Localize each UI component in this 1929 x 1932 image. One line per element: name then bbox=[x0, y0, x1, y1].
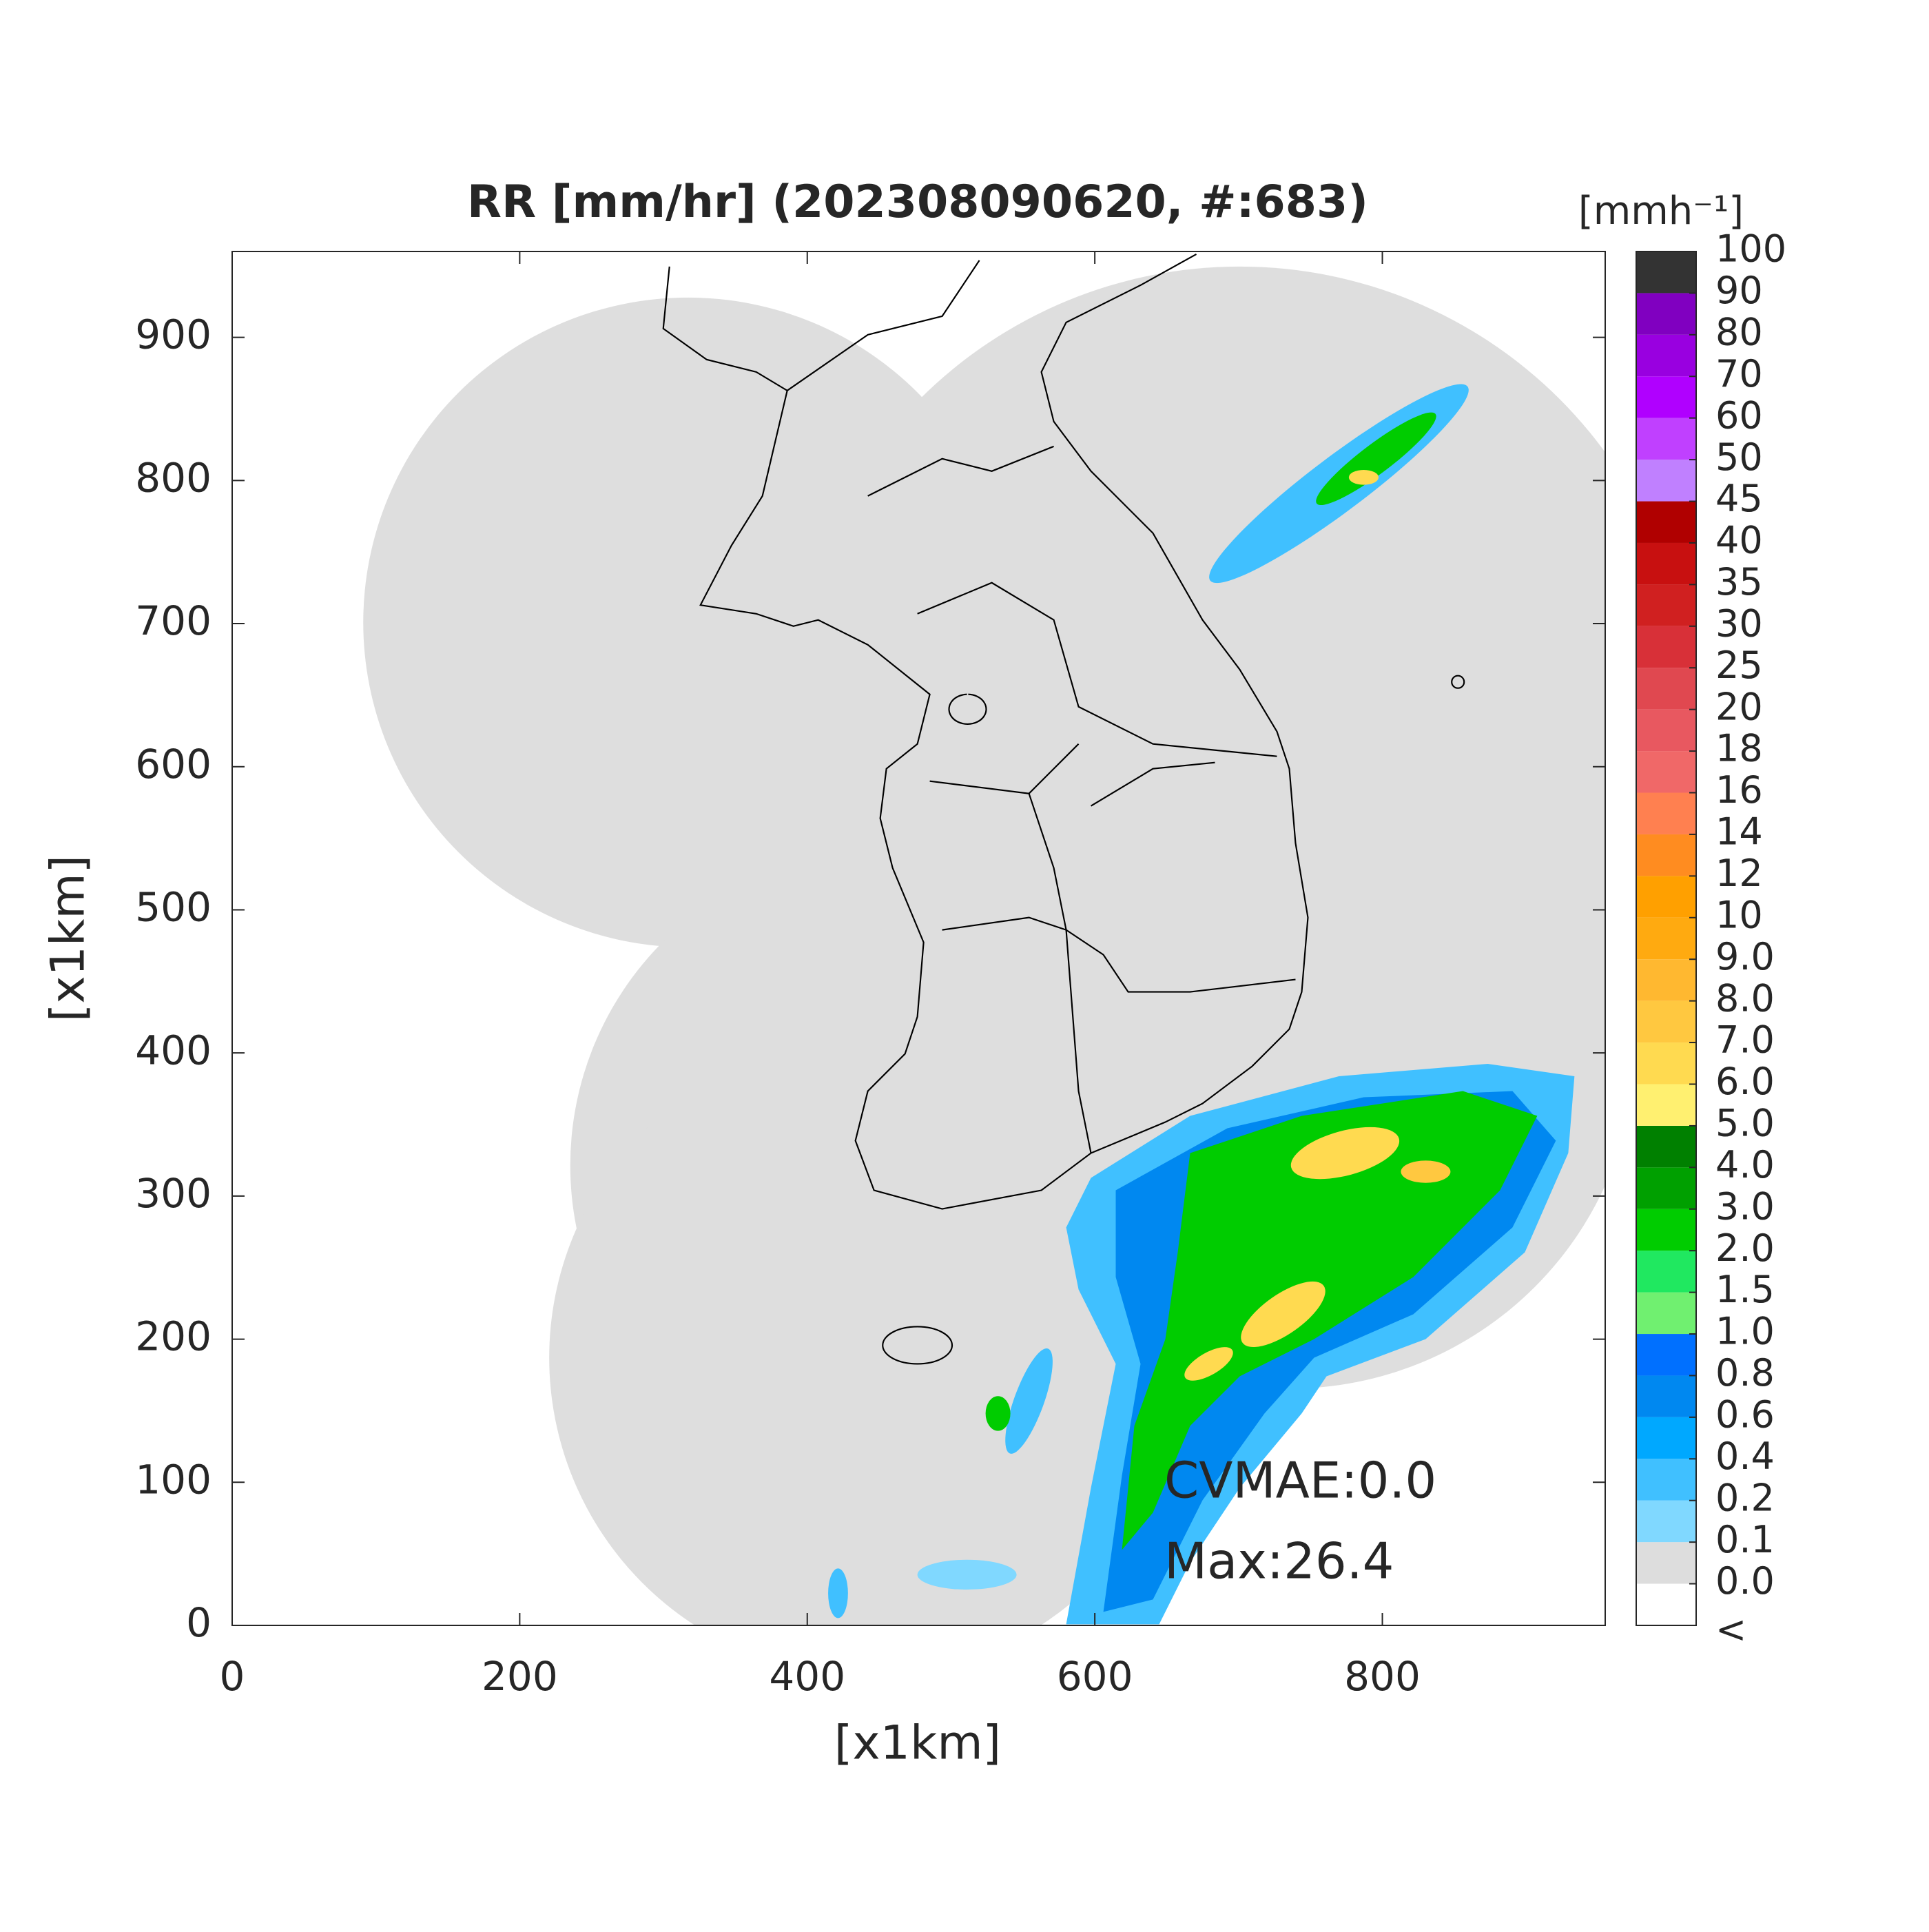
precipitation bbox=[828, 384, 1575, 1625]
colorbar-box bbox=[1636, 751, 1696, 793]
colorbar-tick-label: 40 bbox=[1715, 519, 1763, 562]
x-tick-label: 400 bbox=[769, 1653, 845, 1700]
colorbar-box bbox=[1636, 1125, 1696, 1168]
colorbar-tick-label: 50 bbox=[1715, 435, 1763, 479]
radar-coverage bbox=[363, 267, 1606, 1626]
colorbar-box bbox=[1636, 334, 1696, 377]
colorbar-tick-label: 0.0 bbox=[1715, 1559, 1775, 1603]
colorbar-tick-label: 35 bbox=[1715, 560, 1763, 604]
colorbar-tick-label: 25 bbox=[1715, 644, 1763, 687]
colorbar-box bbox=[1636, 917, 1696, 960]
colorbar-tick-label: 0.1 bbox=[1715, 1518, 1775, 1561]
colorbar-tick-label: 0.6 bbox=[1715, 1393, 1775, 1437]
colorbar-tick-label: 60 bbox=[1715, 393, 1763, 437]
colorbar-tick-label: 30 bbox=[1715, 602, 1763, 645]
colorbar-tick-label: 80 bbox=[1715, 310, 1763, 353]
colorbar-box bbox=[1636, 542, 1696, 585]
colorbar-tick-label: 5.0 bbox=[1715, 1102, 1775, 1145]
colorbar-tick-label: 90 bbox=[1715, 269, 1763, 312]
chart-title: RR [mm/hr] (202308090620, #:683) bbox=[467, 176, 1368, 228]
colorbar-box bbox=[1636, 1459, 1696, 1501]
x-tick-label: 0 bbox=[220, 1653, 245, 1700]
colorbar-tick-label: 0.4 bbox=[1715, 1435, 1775, 1478]
colorbar-box bbox=[1636, 376, 1696, 418]
colorbar-box bbox=[1636, 792, 1696, 834]
y-tick-label: 800 bbox=[135, 454, 212, 501]
y-tick-label: 700 bbox=[135, 597, 212, 644]
colorbar-tick-label: 1.0 bbox=[1715, 1310, 1775, 1353]
colorbar-box bbox=[1636, 1500, 1696, 1543]
colorbar-tick-label: 9.0 bbox=[1715, 935, 1775, 978]
colorbar-box bbox=[1636, 1000, 1696, 1043]
colorbar-tick-label: 12 bbox=[1715, 852, 1763, 895]
colorbar-box bbox=[1636, 1084, 1696, 1126]
colorbar-box bbox=[1636, 293, 1696, 335]
colorbar-box bbox=[1636, 1417, 1696, 1459]
colorbar-box bbox=[1636, 1292, 1696, 1335]
y-tick-label: 0 bbox=[186, 1599, 212, 1646]
colorbar-tick-label: 4.0 bbox=[1715, 1143, 1775, 1186]
colorbar-box bbox=[1636, 1209, 1696, 1251]
annotation: CVMAE:0.0 bbox=[1164, 1452, 1436, 1510]
colorbar-box bbox=[1636, 1251, 1696, 1293]
colorbar-box bbox=[1636, 251, 1696, 294]
colorbar-under bbox=[1636, 1583, 1696, 1625]
colorbar-label: [mmh⁻¹] bbox=[1578, 189, 1744, 234]
colorbar-under-label: < bbox=[1715, 1608, 1746, 1652]
colorbar-tick-label: 2.0 bbox=[1715, 1226, 1775, 1270]
colorbar-tick-label: 16 bbox=[1715, 768, 1763, 812]
colorbar-tick-label: 45 bbox=[1715, 477, 1763, 520]
colorbar-tick-label: 0.2 bbox=[1715, 1476, 1775, 1519]
colorbar-tick-label: 18 bbox=[1715, 727, 1763, 770]
colorbar-box bbox=[1636, 1042, 1696, 1085]
colorbar-box bbox=[1636, 1375, 1696, 1417]
plot-frame bbox=[231, 251, 1606, 1626]
colorbar-frame bbox=[1636, 251, 1697, 1626]
colorbar-tick-label: 10 bbox=[1715, 893, 1763, 936]
colorbar-tick-label: 3.0 bbox=[1715, 1184, 1775, 1228]
y-tick-label: 600 bbox=[135, 741, 212, 788]
colorbar-tick-label: 6.0 bbox=[1715, 1060, 1775, 1103]
x-tick-label: 600 bbox=[1057, 1653, 1133, 1700]
y-tick-label: 200 bbox=[135, 1313, 212, 1360]
colorbar-tick-label: 7.0 bbox=[1715, 1018, 1775, 1062]
colorbar-box bbox=[1636, 626, 1696, 668]
y-tick-label: 900 bbox=[135, 311, 212, 358]
colorbar-tick-label: 1.5 bbox=[1715, 1268, 1775, 1311]
y-tick-label: 300 bbox=[135, 1170, 212, 1217]
coastline bbox=[662, 253, 1465, 1365]
colorbar-box bbox=[1636, 584, 1696, 626]
x-axis-label: [x1km] bbox=[834, 1716, 1001, 1771]
colorbar-box bbox=[1636, 1542, 1696, 1584]
colorbar-box bbox=[1636, 1334, 1696, 1376]
x-tick-label: 800 bbox=[1344, 1653, 1421, 1700]
y-tick-label: 500 bbox=[135, 884, 212, 931]
colorbar-box bbox=[1636, 834, 1696, 876]
colorbar-box bbox=[1636, 668, 1696, 710]
colorbar-tick-label: 0.8 bbox=[1715, 1351, 1775, 1395]
colorbar-box bbox=[1636, 460, 1696, 502]
colorbar-box bbox=[1636, 1167, 1696, 1209]
colorbar-tick-label: 20 bbox=[1715, 685, 1763, 728]
colorbar-tick-label: 100 bbox=[1715, 227, 1786, 271]
colorbar-tick-label: 14 bbox=[1715, 810, 1763, 854]
colorbar-box bbox=[1636, 418, 1696, 460]
y-tick-label: 100 bbox=[135, 1456, 212, 1503]
colorbar-tick-label: 70 bbox=[1715, 352, 1763, 395]
colorbar-tick-label: 8.0 bbox=[1715, 976, 1775, 1020]
colorbar-box bbox=[1636, 501, 1696, 543]
annotation: Max:26.4 bbox=[1164, 1532, 1394, 1590]
x-tick-label: 200 bbox=[482, 1653, 558, 1700]
colorbar-box bbox=[1636, 959, 1696, 1001]
colorbar-box bbox=[1636, 709, 1696, 752]
y-tick-label: 400 bbox=[135, 1027, 212, 1073]
radar-map bbox=[363, 253, 1606, 1626]
colorbar-box bbox=[1636, 876, 1696, 918]
y-axis-label: [x1km] bbox=[41, 855, 96, 1022]
